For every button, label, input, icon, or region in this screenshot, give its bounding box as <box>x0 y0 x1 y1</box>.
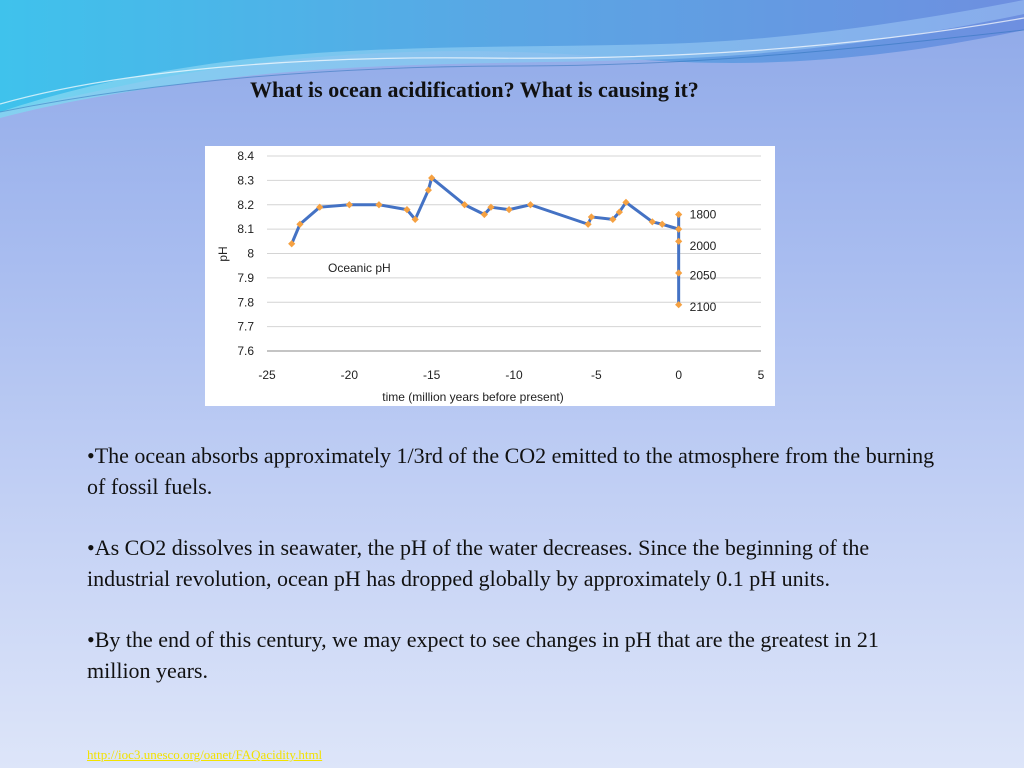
data-point <box>375 201 383 209</box>
bullet-list: •The ocean absorbs approximately 1/3rd o… <box>87 440 947 716</box>
bullet-1: •The ocean absorbs approximately 1/3rd o… <box>87 443 935 499</box>
year-label: 2050 <box>690 268 717 282</box>
bullet-3: •By the end of this century, we may expe… <box>87 627 879 683</box>
x-axis-label: time (million years before present) <box>382 390 563 404</box>
x-tick-label: -10 <box>505 368 523 382</box>
x-tick-label: -25 <box>258 368 276 382</box>
y-tick-label: 8.1 <box>237 222 254 236</box>
chart-annotation-oceanic-ph: Oceanic pH <box>328 261 391 275</box>
data-point <box>658 220 666 228</box>
data-point <box>622 198 630 206</box>
chart-svg: 8.4 8.3 8.2 8.1 8 7.9 7.8 7.7 7.6 -25 -20 -15 -10 -5… <box>216 149 765 404</box>
y-tick-label: 8.4 <box>237 149 254 163</box>
data-point <box>675 269 683 277</box>
chart-gridlines <box>267 155 761 352</box>
year-labels: 1800 2000 2050 2100 <box>690 208 717 315</box>
data-point <box>609 215 617 223</box>
year-label: 1800 <box>690 208 717 222</box>
y-axis-label: pH <box>216 246 230 261</box>
decorative-wave-header <box>0 0 1024 118</box>
data-point <box>587 213 595 221</box>
data-point <box>505 206 513 214</box>
data-point <box>487 203 495 211</box>
x-tick-labels: -25 -20 -15 -10 -5 0 5 <box>258 368 764 382</box>
y-tick-label: 7.8 <box>237 295 254 309</box>
x-tick-label: -15 <box>423 368 441 382</box>
x-tick-label: 0 <box>675 368 682 382</box>
data-point <box>461 201 469 209</box>
y-tick-label: 7.6 <box>237 344 254 358</box>
bullet-2: •As CO2 dissolves in seawater, the pH of… <box>87 535 870 591</box>
y-tick-label: 8.2 <box>237 198 254 212</box>
data-point <box>675 210 683 219</box>
y-tick-label: 7.9 <box>237 271 254 285</box>
source-link[interactable]: http://ioc3.unesco.org/oanet/FAQacidity.… <box>87 747 323 762</box>
data-point <box>675 237 683 245</box>
y-tick-label: 8.3 <box>237 173 254 187</box>
y-tick-label: 8 <box>247 247 254 261</box>
x-tick-label: -20 <box>341 368 359 382</box>
slide-title: What is ocean acidification? What is cau… <box>250 77 699 102</box>
data-point <box>584 220 592 228</box>
data-point <box>526 201 535 209</box>
oceanic-ph-chart: 8.4 8.3 8.2 8.1 8 7.9 7.8 7.7 7.6 -25 -20 -15 -10 -5… <box>205 146 775 406</box>
year-label: 2000 <box>690 239 717 253</box>
y-tick-labels: 8.4 8.3 8.2 8.1 8 7.9 7.8 7.7 7.6 <box>237 149 254 358</box>
data-point <box>675 225 683 233</box>
series-line <box>290 176 681 305</box>
x-tick-label: -5 <box>591 368 602 382</box>
data-markers <box>288 174 683 309</box>
y-tick-label: 7.7 <box>237 320 254 334</box>
x-tick-label: 5 <box>758 368 765 382</box>
year-label: 2100 <box>690 300 717 314</box>
data-point <box>675 301 683 309</box>
data-point <box>480 210 488 219</box>
data-point <box>345 201 353 209</box>
data-point <box>615 208 623 216</box>
data-point <box>411 215 419 223</box>
data-point <box>648 218 656 226</box>
data-point <box>403 206 411 214</box>
